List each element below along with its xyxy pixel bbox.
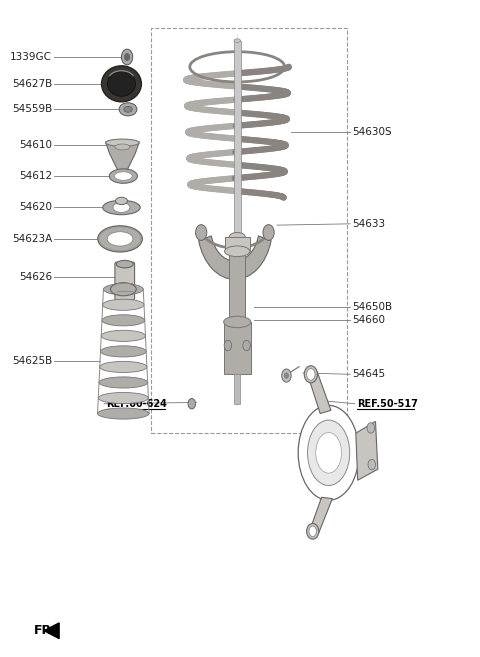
- Ellipse shape: [229, 233, 245, 241]
- Ellipse shape: [98, 226, 142, 252]
- Circle shape: [243, 340, 251, 351]
- Ellipse shape: [234, 39, 240, 43]
- Text: 54633: 54633: [352, 219, 385, 229]
- Circle shape: [121, 49, 132, 65]
- Ellipse shape: [108, 72, 135, 97]
- Ellipse shape: [103, 284, 143, 295]
- Text: 54645: 54645: [352, 369, 385, 379]
- Ellipse shape: [101, 330, 145, 342]
- Ellipse shape: [298, 405, 359, 500]
- Text: 54620: 54620: [19, 202, 52, 212]
- Circle shape: [263, 225, 274, 240]
- Bar: [224, 322, 251, 374]
- Ellipse shape: [100, 361, 147, 373]
- Text: 54627B: 54627B: [12, 79, 52, 89]
- Ellipse shape: [103, 200, 140, 215]
- Bar: [234, 41, 240, 237]
- Circle shape: [307, 369, 315, 380]
- Text: FR.: FR.: [34, 624, 58, 637]
- Ellipse shape: [99, 377, 148, 388]
- Circle shape: [368, 459, 375, 470]
- Text: 54612: 54612: [19, 171, 52, 181]
- Ellipse shape: [113, 202, 130, 212]
- Ellipse shape: [119, 102, 137, 116]
- Bar: [225, 237, 250, 251]
- Text: 54610: 54610: [19, 141, 52, 150]
- FancyArrowPatch shape: [290, 367, 299, 373]
- Polygon shape: [356, 421, 378, 480]
- Ellipse shape: [98, 392, 148, 403]
- Ellipse shape: [304, 366, 317, 383]
- Ellipse shape: [106, 139, 139, 147]
- Ellipse shape: [116, 260, 133, 268]
- Ellipse shape: [102, 315, 144, 326]
- FancyBboxPatch shape: [115, 262, 134, 300]
- Text: 54660: 54660: [352, 315, 385, 325]
- Wedge shape: [199, 236, 271, 279]
- Ellipse shape: [124, 106, 132, 112]
- Ellipse shape: [109, 169, 137, 183]
- Circle shape: [125, 54, 130, 60]
- Polygon shape: [310, 497, 332, 534]
- Text: REF.50-517: REF.50-517: [357, 399, 418, 409]
- Ellipse shape: [100, 346, 146, 357]
- Text: 1339GC: 1339GC: [10, 52, 52, 62]
- Ellipse shape: [316, 432, 341, 473]
- Text: 54630S: 54630S: [352, 127, 392, 137]
- Ellipse shape: [308, 420, 350, 486]
- Ellipse shape: [116, 197, 128, 204]
- Text: 54559B: 54559B: [12, 104, 52, 114]
- Polygon shape: [308, 371, 331, 413]
- Circle shape: [285, 373, 288, 378]
- Circle shape: [224, 340, 232, 351]
- Polygon shape: [106, 142, 139, 175]
- Ellipse shape: [114, 172, 132, 180]
- Ellipse shape: [115, 144, 130, 150]
- Circle shape: [309, 526, 316, 537]
- Ellipse shape: [307, 524, 319, 539]
- Text: 54625B: 54625B: [12, 356, 52, 366]
- Ellipse shape: [110, 283, 136, 296]
- Bar: [151, 28, 348, 433]
- Text: REF.60-624: REF.60-624: [106, 399, 167, 409]
- Ellipse shape: [103, 299, 144, 310]
- Ellipse shape: [224, 316, 251, 328]
- Ellipse shape: [225, 246, 250, 257]
- Bar: [234, 374, 240, 404]
- Text: 54650B: 54650B: [352, 302, 392, 312]
- Text: 54626: 54626: [19, 273, 52, 283]
- Bar: [229, 237, 245, 322]
- Polygon shape: [44, 623, 59, 639]
- Ellipse shape: [102, 66, 142, 102]
- Ellipse shape: [107, 232, 133, 246]
- Circle shape: [367, 422, 374, 433]
- Text: 54623A: 54623A: [12, 234, 52, 244]
- Circle shape: [282, 369, 291, 382]
- Circle shape: [188, 399, 195, 409]
- Ellipse shape: [97, 408, 149, 419]
- Circle shape: [195, 225, 207, 240]
